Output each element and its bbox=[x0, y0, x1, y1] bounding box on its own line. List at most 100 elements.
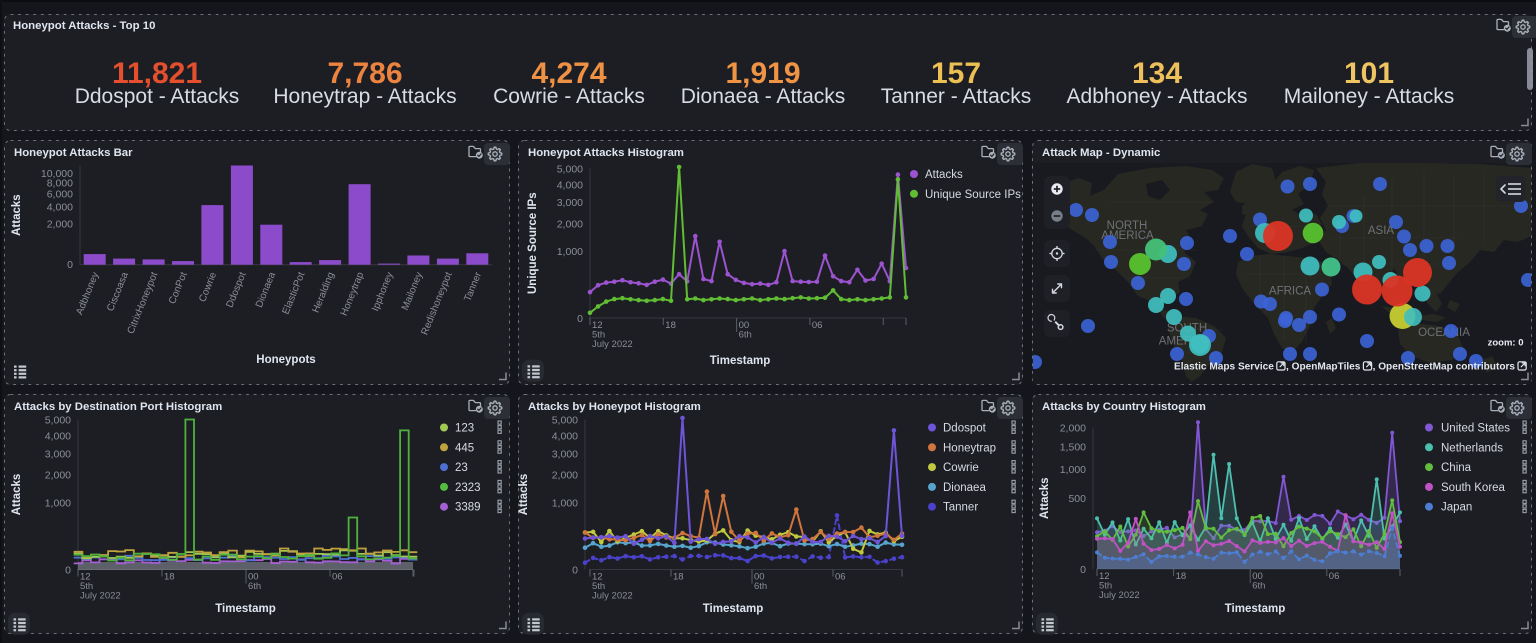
svg-text:1,500: 1,500 bbox=[1060, 441, 1086, 453]
svg-text:1,000: 1,000 bbox=[557, 246, 583, 258]
svg-text:3,000: 3,000 bbox=[557, 197, 583, 209]
svg-text:18: 18 bbox=[673, 572, 684, 583]
svg-text:Attacks: Attacks bbox=[518, 474, 530, 516]
svg-text:Cowrie: Cowrie bbox=[943, 462, 979, 474]
svg-text:Adbhoney: Adbhoney bbox=[74, 271, 101, 317]
svg-text:Dionaea - Attacks: Dionaea - Attacks bbox=[681, 85, 846, 108]
svg-text:12: 12 bbox=[592, 572, 603, 583]
svg-text:00: 00 bbox=[1252, 571, 1263, 582]
svg-text:3,000: 3,000 bbox=[552, 448, 578, 460]
svg-text:Cowrie - Attacks: Cowrie - Attacks bbox=[493, 85, 645, 108]
svg-text:18: 18 bbox=[665, 320, 676, 331]
svg-text:00: 00 bbox=[248, 572, 259, 583]
svg-text:7,786: 7,786 bbox=[327, 57, 402, 90]
svg-text:18: 18 bbox=[164, 572, 175, 583]
svg-text:1,000: 1,000 bbox=[552, 497, 578, 509]
svg-text:5,000: 5,000 bbox=[557, 164, 583, 176]
svg-text:Dionaea: Dionaea bbox=[254, 270, 278, 309]
svg-text:1,000: 1,000 bbox=[45, 497, 71, 509]
svg-text:5th: 5th bbox=[80, 581, 93, 592]
svg-text:Honeypot Attacks - Top 10: Honeypot Attacks - Top 10 bbox=[13, 20, 155, 32]
svg-text:6th: 6th bbox=[248, 581, 261, 592]
svg-text:Tanner: Tanner bbox=[462, 270, 484, 303]
svg-text:Ciscoasa: Ciscoasa bbox=[105, 270, 131, 313]
svg-text:China: China bbox=[1441, 462, 1472, 474]
svg-text:00: 00 bbox=[739, 320, 750, 331]
svg-text:Timestamp: Timestamp bbox=[710, 355, 771, 367]
svg-text:4,274: 4,274 bbox=[531, 57, 606, 90]
svg-text:0: 0 bbox=[572, 565, 578, 577]
svg-text:6th: 6th bbox=[739, 330, 752, 341]
svg-text:Honeytrap - Attacks: Honeytrap - Attacks bbox=[273, 85, 456, 108]
svg-text:United States: United States bbox=[1441, 423, 1510, 435]
svg-text:ASIA: ASIA bbox=[1368, 225, 1395, 237]
svg-text:Unique Source IPs: Unique Source IPs bbox=[925, 189, 1021, 201]
svg-text:3389: 3389 bbox=[455, 502, 481, 514]
svg-text:06: 06 bbox=[1329, 571, 1340, 582]
svg-text:zoom: 0: zoom: 0 bbox=[1488, 338, 1524, 349]
svg-text:12: 12 bbox=[80, 572, 91, 583]
svg-text:00: 00 bbox=[754, 572, 765, 583]
svg-text:5,000: 5,000 bbox=[45, 415, 71, 427]
svg-text:6,000: 6,000 bbox=[47, 189, 73, 201]
svg-text:Attacks: Attacks bbox=[1039, 477, 1051, 519]
svg-text:South Korea: South Korea bbox=[1441, 482, 1506, 494]
svg-text:12: 12 bbox=[592, 320, 603, 331]
svg-text:Ddospot: Ddospot bbox=[225, 271, 249, 310]
svg-text:Unique Source IPs: Unique Source IPs bbox=[527, 192, 539, 294]
svg-text:ConPot: ConPot bbox=[167, 271, 190, 306]
svg-text:2,000: 2,000 bbox=[45, 470, 71, 482]
svg-text:4,000: 4,000 bbox=[557, 179, 583, 191]
svg-text:0: 0 bbox=[577, 313, 583, 325]
svg-text:Honeytrap: Honeytrap bbox=[943, 442, 996, 454]
svg-text:5th: 5th bbox=[592, 330, 605, 341]
svg-text:Honeytrap: Honeytrap bbox=[339, 270, 367, 317]
svg-text:Netherlands: Netherlands bbox=[1441, 442, 1503, 454]
svg-text:Timestamp: Timestamp bbox=[1225, 603, 1286, 615]
svg-text:Attacks: Attacks bbox=[925, 169, 963, 181]
svg-text:18: 18 bbox=[1176, 571, 1187, 582]
svg-text:July 2022: July 2022 bbox=[592, 339, 633, 350]
svg-text:6th: 6th bbox=[754, 581, 767, 592]
svg-text:July 2022: July 2022 bbox=[592, 591, 633, 602]
svg-text:157: 157 bbox=[931, 57, 981, 90]
svg-text:2,000: 2,000 bbox=[47, 218, 73, 230]
svg-text:2,000: 2,000 bbox=[552, 470, 578, 482]
svg-text:Mailoney: Mailoney bbox=[400, 271, 425, 312]
svg-text:0: 0 bbox=[67, 259, 73, 271]
svg-text:0: 0 bbox=[65, 565, 71, 577]
svg-text:Attacks: Attacks bbox=[11, 474, 23, 516]
svg-text:Heralding: Heralding bbox=[311, 271, 337, 315]
svg-text:23: 23 bbox=[455, 462, 468, 474]
svg-text:10,000: 10,000 bbox=[41, 168, 73, 180]
svg-text:Honeypot Attacks Bar: Honeypot Attacks Bar bbox=[14, 147, 133, 159]
svg-text:Attack Map - Dynamic: Attack Map - Dynamic bbox=[1042, 147, 1160, 159]
svg-text:Tanner - Attacks: Tanner - Attacks bbox=[881, 85, 1032, 108]
svg-text:Japan: Japan bbox=[1441, 502, 1472, 514]
svg-text:Elastic Maps Service: Elastic Maps Service bbox=[1174, 362, 1274, 373]
svg-text:Redishoneypot: Redishoneypot bbox=[419, 271, 454, 337]
svg-text:July 2022: July 2022 bbox=[80, 591, 121, 602]
svg-text:Tanner: Tanner bbox=[943, 502, 978, 514]
svg-text:11,821: 11,821 bbox=[112, 57, 202, 90]
svg-text:Timestamp: Timestamp bbox=[215, 603, 276, 615]
svg-text:500: 500 bbox=[1068, 493, 1086, 505]
svg-text:06: 06 bbox=[812, 320, 823, 331]
svg-text:, OpenStreetMap contributors: , OpenStreetMap contributors bbox=[1373, 362, 1516, 373]
svg-text:2,000: 2,000 bbox=[1060, 422, 1086, 434]
svg-text:Mailoney - Attacks: Mailoney - Attacks bbox=[1284, 85, 1454, 108]
svg-text:134: 134 bbox=[1132, 57, 1182, 90]
svg-text:Ddospot - Attacks: Ddospot - Attacks bbox=[75, 85, 240, 108]
svg-text:Dionaea: Dionaea bbox=[943, 482, 986, 494]
svg-text:Adbhoney - Attacks: Adbhoney - Attacks bbox=[1067, 85, 1248, 108]
svg-text:8,000: 8,000 bbox=[47, 178, 73, 190]
svg-text:Ddospot: Ddospot bbox=[943, 423, 987, 435]
svg-text:Honeypot Attacks Histogram: Honeypot Attacks Histogram bbox=[528, 147, 684, 159]
svg-text:06: 06 bbox=[332, 572, 343, 583]
svg-text:0: 0 bbox=[1080, 564, 1086, 576]
svg-text:Attacks by Destination Port Hi: Attacks by Destination Port Histogram bbox=[14, 401, 222, 413]
svg-text:NORTH: NORTH bbox=[1107, 220, 1148, 232]
svg-text:July 2022: July 2022 bbox=[1099, 590, 1140, 601]
svg-text:Ipphoney: Ipphoney bbox=[370, 271, 396, 313]
svg-text:CitrixHoneypot: CitrixHoneypot bbox=[126, 271, 161, 336]
